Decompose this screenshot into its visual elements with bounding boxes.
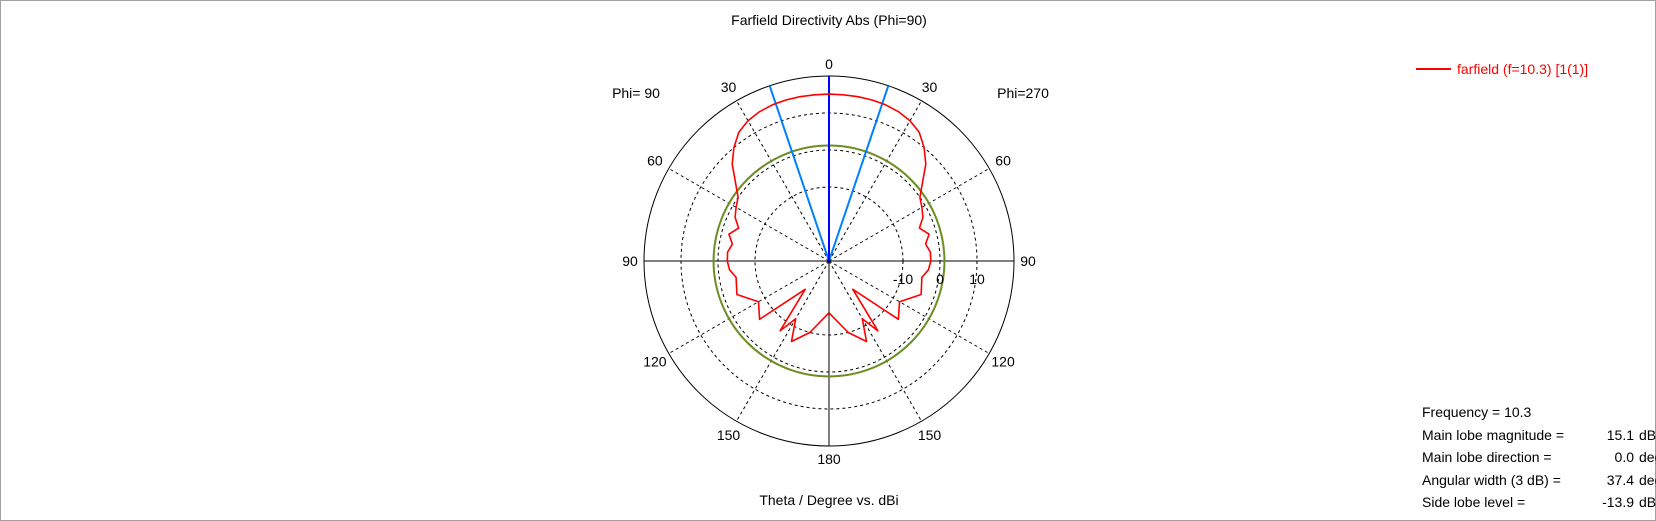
radial-tick-label: 0	[936, 271, 944, 287]
info-side-lobe-level-value: -13.9	[1602, 494, 1634, 510]
info-main-lobe-direction: Main lobe direction = 0.0 deg.	[1422, 446, 1656, 469]
angle-tick-label: 60	[647, 153, 663, 169]
chart-title: Farfield Directivity Abs (Phi=90)	[731, 12, 927, 28]
angle-gridline	[668, 260, 830, 354]
angle-tick-label: 150	[918, 427, 942, 443]
angle-tick-label: 120	[991, 354, 1015, 370]
angle-tick-label: 150	[717, 427, 741, 443]
angle-gridline	[736, 100, 830, 262]
angle-gridline	[736, 260, 830, 422]
info-side-lobe-level-label: Side lobe level =	[1422, 494, 1526, 510]
info-angular-width-label: Angular width (3 dB) =	[1422, 471, 1561, 488]
info-angular-width-value: 37.4	[1606, 471, 1634, 488]
info-main-lobe-direction-label: Main lobe direction =	[1422, 449, 1552, 465]
info-main-lobe-magnitude-label: Main lobe magnitude =	[1422, 426, 1565, 443]
beamwidth-line	[768, 85, 830, 262]
info-main-lobe-magnitude-unit: dBi	[1639, 426, 1656, 443]
angle-gridline	[828, 260, 990, 354]
info-angular-width: Angular width (3 dB) = 37.4 deg.	[1422, 469, 1656, 492]
angle-gridline	[828, 260, 922, 422]
radial-tick-label: 10	[969, 271, 985, 287]
angle-tick-label: 180	[817, 451, 841, 467]
results-panel: Frequency = 10.3 Main lobe magnitude = 1…	[1422, 401, 1656, 514]
angle-tick-label: 120	[643, 354, 667, 370]
phi-left-label: Phi= 90	[612, 85, 660, 101]
radial-tick-label: -10	[893, 271, 913, 287]
angle-gridline	[668, 168, 830, 262]
info-side-lobe-level: Side lobe level = -13.9 dB	[1422, 491, 1656, 514]
angle-tick-label: 0	[825, 56, 833, 72]
info-angular-width-unit: deg.	[1639, 471, 1656, 488]
axis-label: Theta / Degree vs. dBi	[759, 492, 898, 508]
info-frequency-label: Frequency = 10.3	[1422, 404, 1532, 420]
info-main-lobe-magnitude: Main lobe magnitude = 15.1 dBi	[1422, 424, 1656, 447]
angle-tick-label: 30	[922, 79, 938, 95]
phi-right-label: Phi=270	[997, 85, 1049, 101]
angle-tick-label: 60	[995, 153, 1011, 169]
info-main-lobe-direction-value: 0.0	[1614, 449, 1634, 465]
legend-label: farfield (f=10.3) [1(1)]	[1457, 61, 1588, 77]
info-main-lobe-direction-unit: deg.	[1639, 449, 1656, 465]
info-main-lobe-magnitude-value: 15.1	[1606, 426, 1634, 443]
angle-tick-label: 90	[1020, 253, 1036, 269]
angle-tick-label: 90	[622, 253, 638, 269]
info-side-lobe-level-unit: dB	[1639, 494, 1656, 510]
info-frequency: Frequency = 10.3	[1422, 401, 1656, 424]
farfield-trace	[726, 93, 932, 343]
angle-tick-label: 30	[721, 79, 737, 95]
angle-gridline	[828, 168, 990, 262]
angle-gridline	[828, 100, 922, 262]
beamwidth-line	[828, 85, 890, 262]
